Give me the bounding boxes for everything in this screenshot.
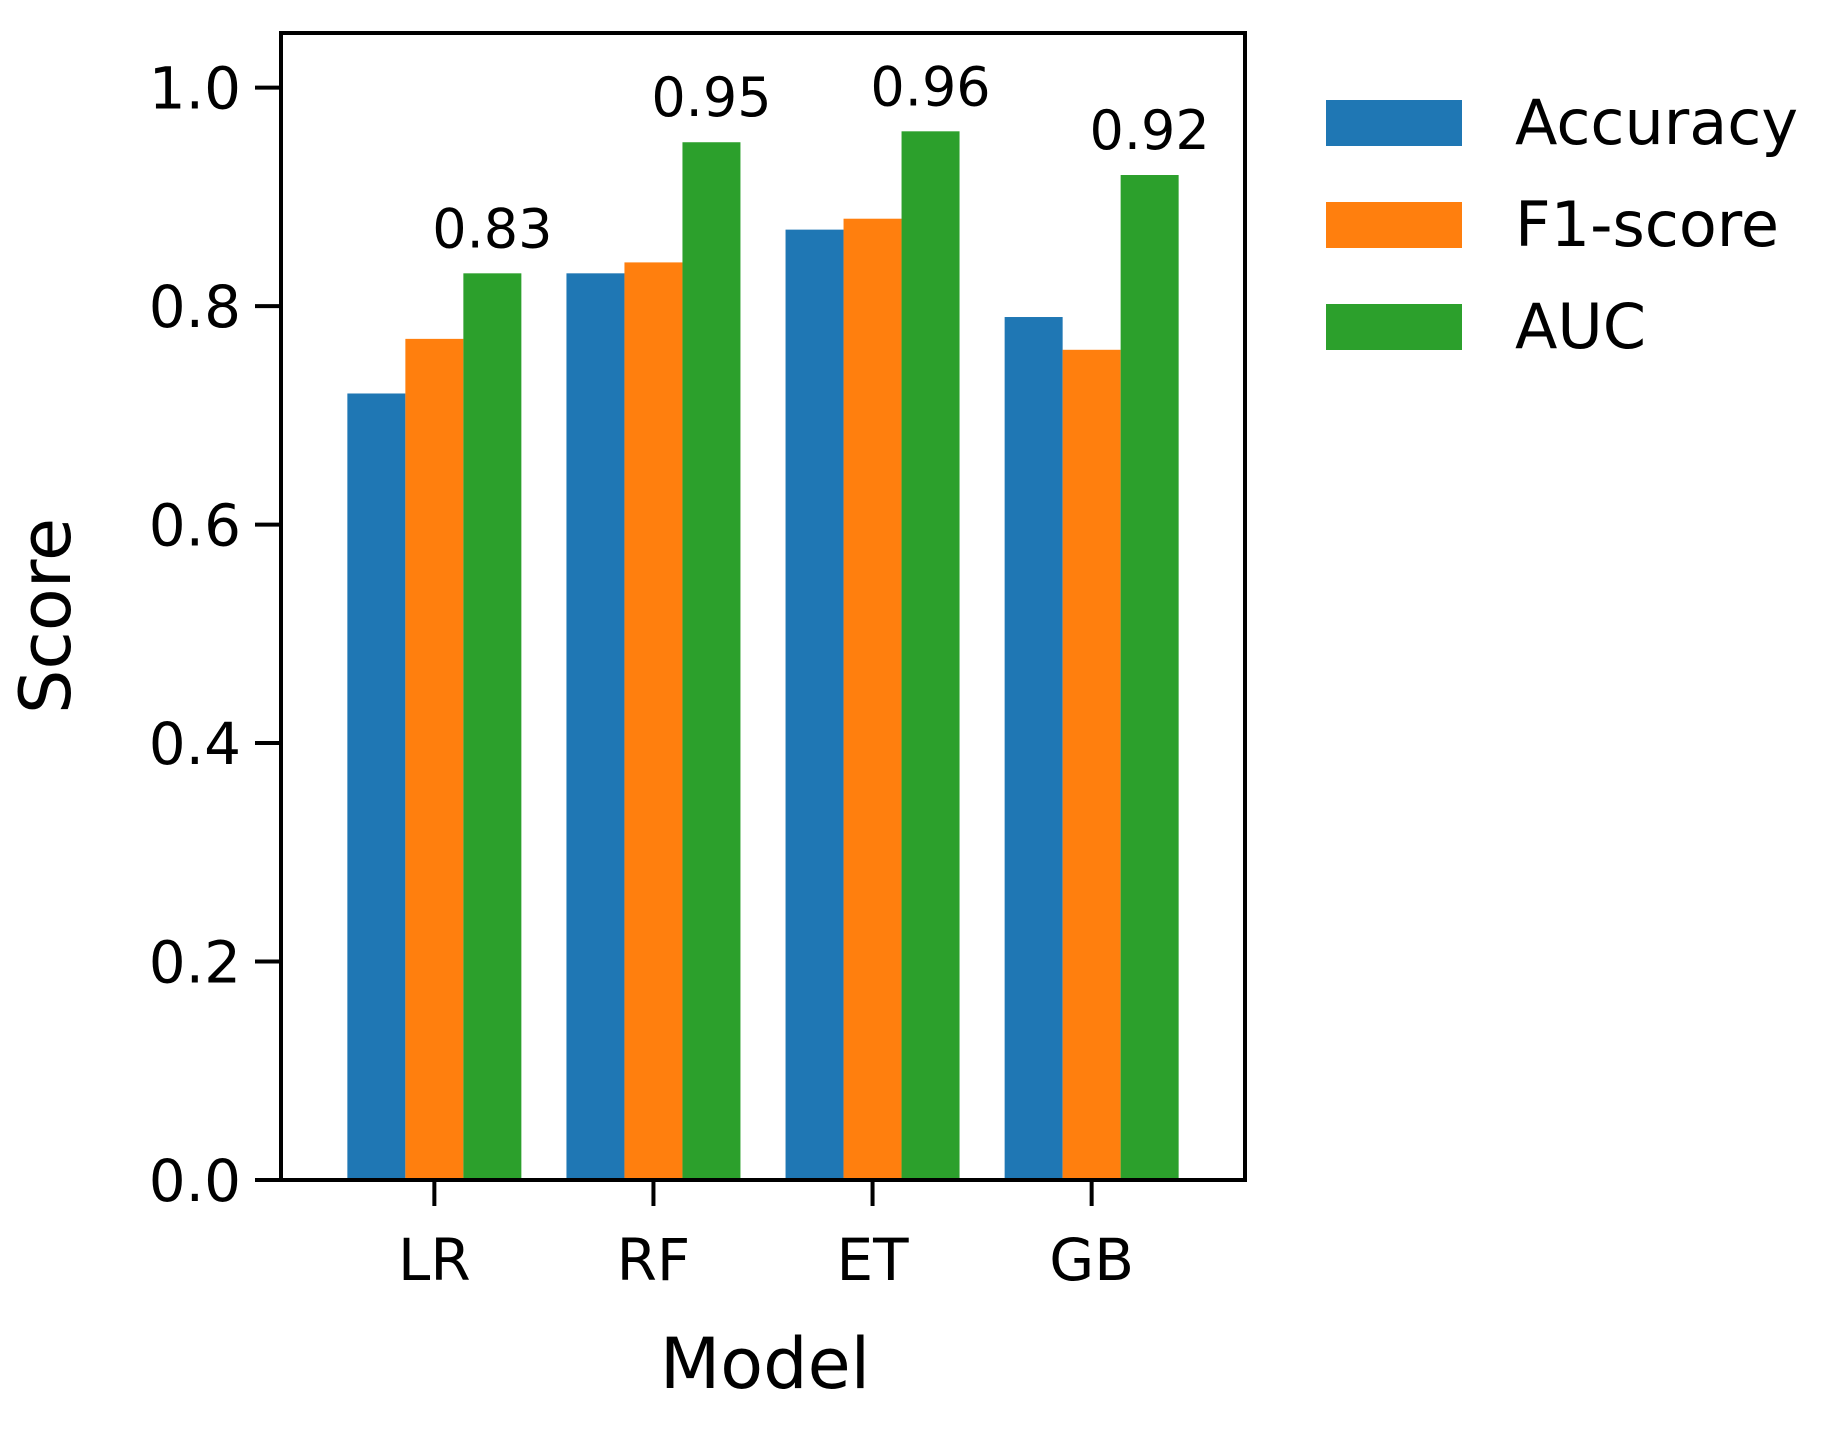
data-labels-group: 0.83 0.95 0.96 0.92 [432, 55, 1210, 260]
bar-accuracy-rf [566, 273, 625, 1180]
bar-auc-et [901, 131, 960, 1180]
y-tick-label-1.0: 1.0 [149, 55, 241, 123]
bar-auc-rf [682, 142, 741, 1181]
bars-group [347, 131, 1179, 1181]
bar-auc-gb [1120, 175, 1179, 1180]
x-tick-label-gb: GB [1049, 1226, 1134, 1294]
y-tick-label-0.8: 0.8 [149, 273, 241, 341]
data-label-gb: 0.92 [1090, 99, 1210, 162]
legend: Accuracy F1-score AUC [1326, 86, 1798, 363]
x-tick-label-et: ET [837, 1226, 910, 1294]
data-label-et: 0.96 [870, 55, 990, 118]
data-label-rf: 0.95 [651, 66, 771, 129]
legend-swatch-accuracy [1326, 100, 1462, 146]
y-axis-label: Score [5, 518, 87, 714]
x-axis-label: Model [660, 1323, 870, 1405]
bar-accuracy-et [785, 229, 844, 1181]
bar-auc-lr [463, 273, 522, 1180]
bar-f1-score-et [843, 218, 902, 1180]
x-tick-label-rf: RF [617, 1226, 691, 1294]
bar-accuracy-lr [347, 393, 406, 1180]
legend-label-accuracy: Accuracy [1515, 86, 1798, 159]
legend-swatch-f1-score [1326, 202, 1462, 248]
plot-frame [279, 31, 1247, 1182]
bar-accuracy-gb [1004, 317, 1063, 1180]
data-label-lr: 0.83 [432, 197, 552, 260]
legend-swatch-auc [1326, 304, 1462, 350]
y-tick-label-0.0: 0.0 [149, 1147, 241, 1215]
bar-f1-score-gb [1062, 349, 1121, 1180]
legend-label-auc: AUC [1515, 290, 1646, 363]
axes-group: 0.0 0.2 0.4 0.6 0.8 1.0 LR RF ET GB [149, 31, 1247, 1294]
y-tick-label-0.6: 0.6 [149, 492, 241, 560]
x-tick-label-lr: LR [398, 1226, 471, 1294]
bar-f1-score-rf [624, 262, 683, 1180]
y-tick-label-0.2: 0.2 [149, 929, 241, 997]
y-tick-label-0.4: 0.4 [149, 710, 241, 778]
legend-label-f1-score: F1-score [1515, 188, 1779, 261]
bar-f1-score-lr [405, 338, 464, 1180]
